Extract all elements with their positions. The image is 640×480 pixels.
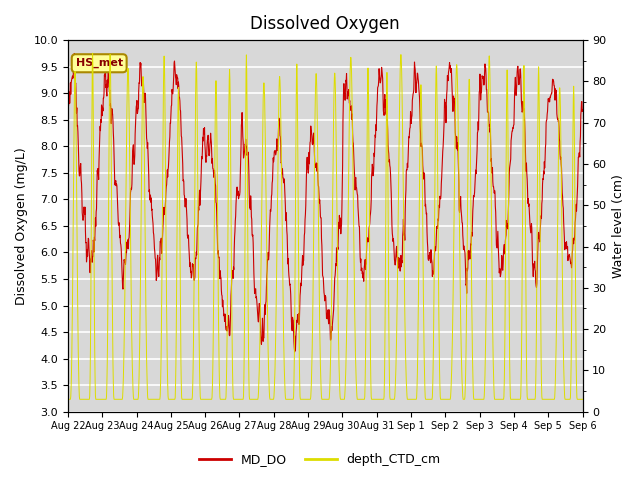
Text: HS_met: HS_met	[76, 58, 123, 68]
Y-axis label: Dissolved Oxygen (mg/L): Dissolved Oxygen (mg/L)	[15, 147, 28, 305]
Legend: MD_DO, depth_CTD_cm: MD_DO, depth_CTD_cm	[195, 448, 445, 471]
Y-axis label: Water level (cm): Water level (cm)	[612, 174, 625, 278]
Title: Dissolved Oxygen: Dissolved Oxygen	[250, 15, 400, 33]
